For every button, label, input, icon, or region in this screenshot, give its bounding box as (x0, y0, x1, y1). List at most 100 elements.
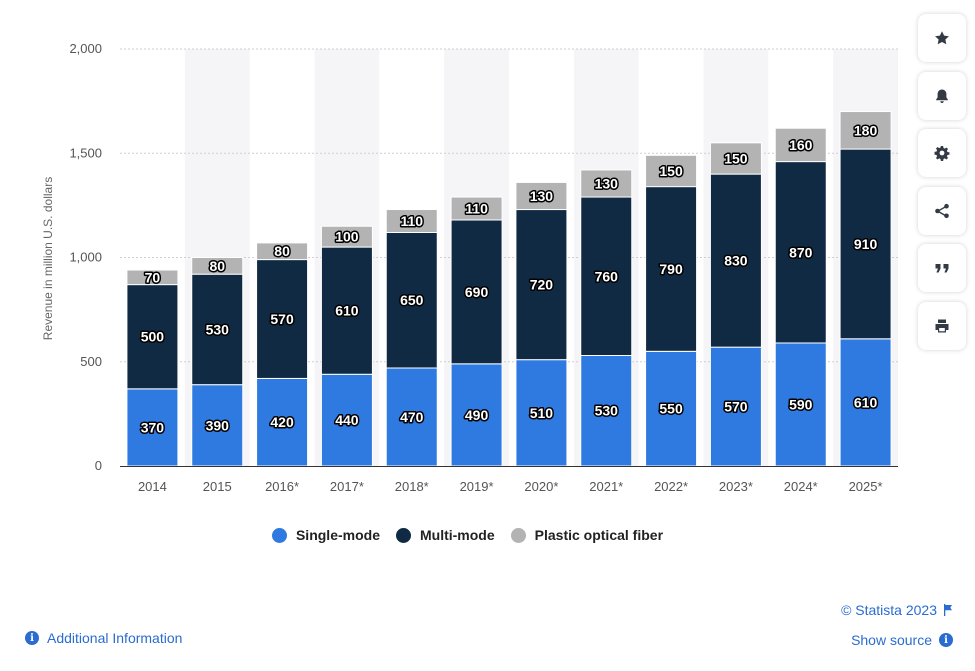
legend-marker (510, 527, 526, 543)
x-tick-label: 2021* (589, 479, 623, 494)
cite-button[interactable] (918, 244, 966, 292)
show-source-link[interactable]: Show source i (851, 632, 953, 648)
y-tick-label: 500 (80, 354, 102, 369)
data-label: 570 (270, 311, 294, 327)
x-tick-label: 2015 (203, 479, 232, 494)
x-tick-label: 2024* (784, 479, 818, 494)
data-label: 470 (400, 409, 424, 425)
legend-item-plastic-optical-fiber[interactable]: Plastic optical fiber (510, 527, 664, 543)
x-tick-label: 2016* (265, 479, 299, 494)
bar-segment (191, 273, 244, 386)
y-axis-title: Revenue in million U.S. dollars (41, 177, 55, 340)
bar-segment (774, 161, 827, 344)
legend: Single-mode Multi-mode Plastic optical f… (0, 527, 935, 543)
info-icon: i (939, 633, 953, 647)
x-tick-label: 2018* (395, 479, 429, 494)
data-label: 180 (854, 122, 878, 138)
star-icon (935, 31, 949, 45)
chart: 0 500 1,000 1,500 2,000 Revenue in million U.… (41, 41, 898, 494)
bar-segment (645, 186, 698, 352)
bar-segment (709, 173, 762, 348)
data-label: 870 (789, 244, 813, 260)
data-label: 160 (789, 137, 813, 153)
bar-segment (580, 169, 633, 198)
data-label: 440 (335, 412, 359, 428)
data-label: 760 (595, 268, 619, 284)
print-icon (935, 319, 949, 332)
bar-segment (515, 181, 568, 211)
data-label: 610 (335, 303, 359, 319)
legend-item-single-mode[interactable]: Single-mode (271, 527, 380, 543)
bar-segment (385, 209, 438, 233)
print-button[interactable] (918, 301, 966, 350)
data-label: 720 (530, 277, 554, 293)
bell-icon (936, 89, 948, 103)
data-label: 150 (659, 163, 683, 179)
x-tick-label: 2022* (654, 479, 688, 494)
bar-segment (450, 219, 503, 365)
legend-label: Multi-mode (419, 527, 495, 543)
bar-segment (709, 142, 762, 175)
data-label: 690 (465, 284, 489, 300)
data-label: 500 (141, 329, 165, 345)
flag-icon (944, 604, 952, 616)
bar-segment (839, 111, 892, 150)
y-tick-label: 1,500 (69, 145, 102, 160)
legend-label: Plastic optical fiber (534, 527, 664, 543)
bar-segment (450, 196, 503, 221)
data-label: 570 (724, 399, 748, 415)
toolbar (918, 14, 968, 359)
gear-icon (934, 146, 950, 161)
additional-information-link[interactable]: i Additional Information (25, 630, 182, 646)
x-tick-label: 2020* (524, 479, 558, 494)
x-tick-label: 2023* (719, 479, 753, 494)
info-icon: i (25, 631, 39, 645)
bar-segment (774, 127, 827, 163)
data-label: 390 (206, 417, 230, 433)
data-label: 910 (854, 236, 878, 252)
data-label: 530 (595, 403, 619, 419)
bar-segment (515, 209, 568, 361)
bar-segment (191, 257, 244, 275)
legend-item-multi-mode[interactable]: Multi-mode (395, 527, 495, 543)
bar-segment (580, 196, 633, 356)
y-tick-label: 2,000 (69, 41, 102, 56)
y-tick-label: 1,000 (69, 250, 102, 265)
x-tick-label: 2025* (849, 479, 883, 494)
bar-segment (320, 373, 373, 467)
legend-label: Single-mode (295, 527, 380, 543)
bar-segment (645, 154, 698, 188)
data-label: 510 (530, 405, 554, 421)
bar-segment (839, 148, 892, 340)
bar-segment (256, 259, 309, 379)
copyright-link[interactable]: © Statista 2023 (841, 602, 953, 618)
bar-segment (256, 377, 309, 467)
data-label: 100 (335, 229, 359, 245)
bar-segment (320, 225, 373, 248)
bar-segment (645, 350, 698, 467)
share-button[interactable] (918, 186, 966, 235)
legend-marker (271, 527, 287, 543)
x-tick-label: 2014 (138, 479, 167, 494)
y-tick-label: 0 (95, 458, 102, 473)
bar-segment (256, 242, 309, 261)
notification-button[interactable] (918, 71, 966, 120)
data-label: 130 (595, 175, 619, 191)
data-label: 80 (274, 243, 290, 259)
data-label: 420 (270, 414, 294, 430)
bar-segment (515, 359, 568, 467)
data-label: 650 (400, 292, 424, 308)
data-label: 150 (724, 150, 748, 166)
bar-segment (126, 284, 179, 390)
settings-button[interactable] (918, 129, 966, 177)
copyright-text: © Statista 2023 (841, 602, 937, 618)
data-label: 130 (530, 188, 554, 204)
share-icon (935, 203, 949, 218)
quote-icon (935, 264, 949, 273)
data-label: 550 (659, 401, 683, 417)
x-tick-label: 2019* (460, 479, 494, 494)
data-label: 370 (141, 419, 165, 435)
additional-information-text: Additional Information (47, 630, 183, 646)
favorite-button[interactable] (918, 14, 966, 62)
bar-segment (126, 269, 179, 286)
